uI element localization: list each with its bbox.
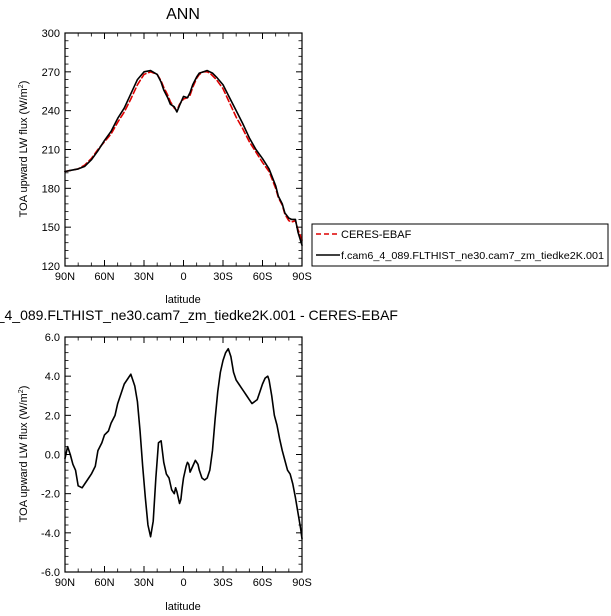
top-chart-title: ANN xyxy=(166,6,200,23)
bottom-chart-y-tick-label: 6.0 xyxy=(45,332,60,344)
bottom-chart-y-tick-label: 2.0 xyxy=(45,410,60,422)
bottom-chart-y-tick-labels: -6.0 -4.0 -2.0 0.0 2.0 4.0 6.0 xyxy=(41,332,60,579)
bottom-chart-x-tick-label: 60S xyxy=(253,577,273,589)
bottom-chart-y-tick-label: 0.0 xyxy=(45,450,60,462)
top-chart-panel: ANN 120 150 180 210 240 270 300 90N 60N 30N 0 30S 6… xyxy=(18,6,609,306)
top-chart-y-tick-label: 150 xyxy=(42,222,60,234)
bottom-chart-y-axis-label-end: ) xyxy=(18,386,30,390)
top-chart-y-axis-label-sup: 2 xyxy=(18,84,25,88)
top-chart-y-tick-label: 270 xyxy=(42,67,60,79)
top-chart-series-line-f-cam6-4-089-flthist-ne30-cam7 xyxy=(64,69,303,247)
bottom-chart-x-tick-label: 30N xyxy=(134,577,154,589)
top-chart-x-tick-label: 30N xyxy=(134,271,154,283)
bottom-chart-y-tick-label: -2.0 xyxy=(41,489,60,501)
top-chart-y-tick-label: 120 xyxy=(42,261,60,273)
top-chart-x-tick-label: 0 xyxy=(180,271,186,283)
top-chart-y-axis-label-main: TOA upward LW flux (W/m xyxy=(18,88,30,217)
top-chart-legend: CERES-EBAF f.cam6_4_089.FLTHIST_ne30.cam… xyxy=(311,223,609,267)
bottom-chart-tick-marks xyxy=(64,336,303,573)
bottom-chart-series-line-difference xyxy=(64,347,303,540)
top-chart-y-axis-label-end: ) xyxy=(18,81,30,85)
top-chart-y-tick-label: 210 xyxy=(42,145,60,157)
bottom-chart-x-tick-label: 90S xyxy=(292,577,312,589)
bottom-chart-y-axis-label: TOA upward LW flux (W/m2) xyxy=(18,386,30,523)
bottom-chart-x-axis-label: latitude xyxy=(165,601,200,613)
bottom-chart-panel: f.cam6_4_089.FLTHIST_ne30.cam7_zm_tiedke… xyxy=(0,307,398,613)
bottom-chart-x-tick-labels: 90N 60N 30N 0 30S 60S 90S xyxy=(55,577,312,589)
top-chart-x-tick-label: 90S xyxy=(292,271,312,283)
bottom-chart-y-axis-label-main: TOA upward LW flux (W/m xyxy=(18,393,30,522)
bottom-chart-y-tick-label: -6.0 xyxy=(41,567,60,579)
bottom-chart-y-axis-label-sup: 2 xyxy=(18,389,25,393)
top-chart-y-tick-label: 240 xyxy=(42,106,60,118)
top-chart-y-axis-label: TOA upward LW flux (W/m2) xyxy=(18,81,30,218)
bottom-chart-title: f.cam6_4_089.FLTHIST_ne30.cam7_zm_tiedke… xyxy=(0,307,398,323)
bottom-chart-x-tick-label: 90N xyxy=(55,577,75,589)
bottom-chart-series-group xyxy=(64,347,303,540)
top-chart-series-group xyxy=(64,69,303,247)
legend-box xyxy=(311,223,609,267)
top-chart-x-tick-label: 90N xyxy=(55,271,75,283)
top-chart-series-line-ceres-ebaf xyxy=(64,71,303,241)
bottom-chart-y-tick-label: -4.0 xyxy=(41,528,60,540)
top-chart-x-tick-label: 60N xyxy=(94,271,114,283)
legend-label-model: f.cam6_4_089.FLTHIST_ne30.cam7_zm_tiedke… xyxy=(341,250,604,262)
top-chart-y-tick-labels: 120 150 180 210 240 270 300 xyxy=(42,28,60,273)
bottom-chart-x-tick-label: 60N xyxy=(94,577,114,589)
top-chart-x-tick-label: 30S xyxy=(213,271,233,283)
top-chart-x-tick-labels: 90N 60N 30N 0 30S 60S 90S xyxy=(55,271,312,283)
legend-label-ceres: CERES-EBAF xyxy=(341,229,412,241)
top-chart-tick-marks xyxy=(64,32,303,267)
top-chart-y-tick-label: 180 xyxy=(42,183,60,195)
top-chart-x-axis-label: latitude xyxy=(165,294,200,306)
top-chart-y-tick-label: 300 xyxy=(42,28,60,40)
bottom-chart-y-tick-label: 4.0 xyxy=(45,371,60,383)
bottom-chart-x-tick-label: 0 xyxy=(180,577,186,589)
bottom-chart-plot-frame xyxy=(64,336,303,573)
top-chart-plot-frame xyxy=(64,32,303,267)
bottom-chart-x-tick-label: 30S xyxy=(213,577,233,589)
top-chart-x-tick-label: 60S xyxy=(253,271,273,283)
